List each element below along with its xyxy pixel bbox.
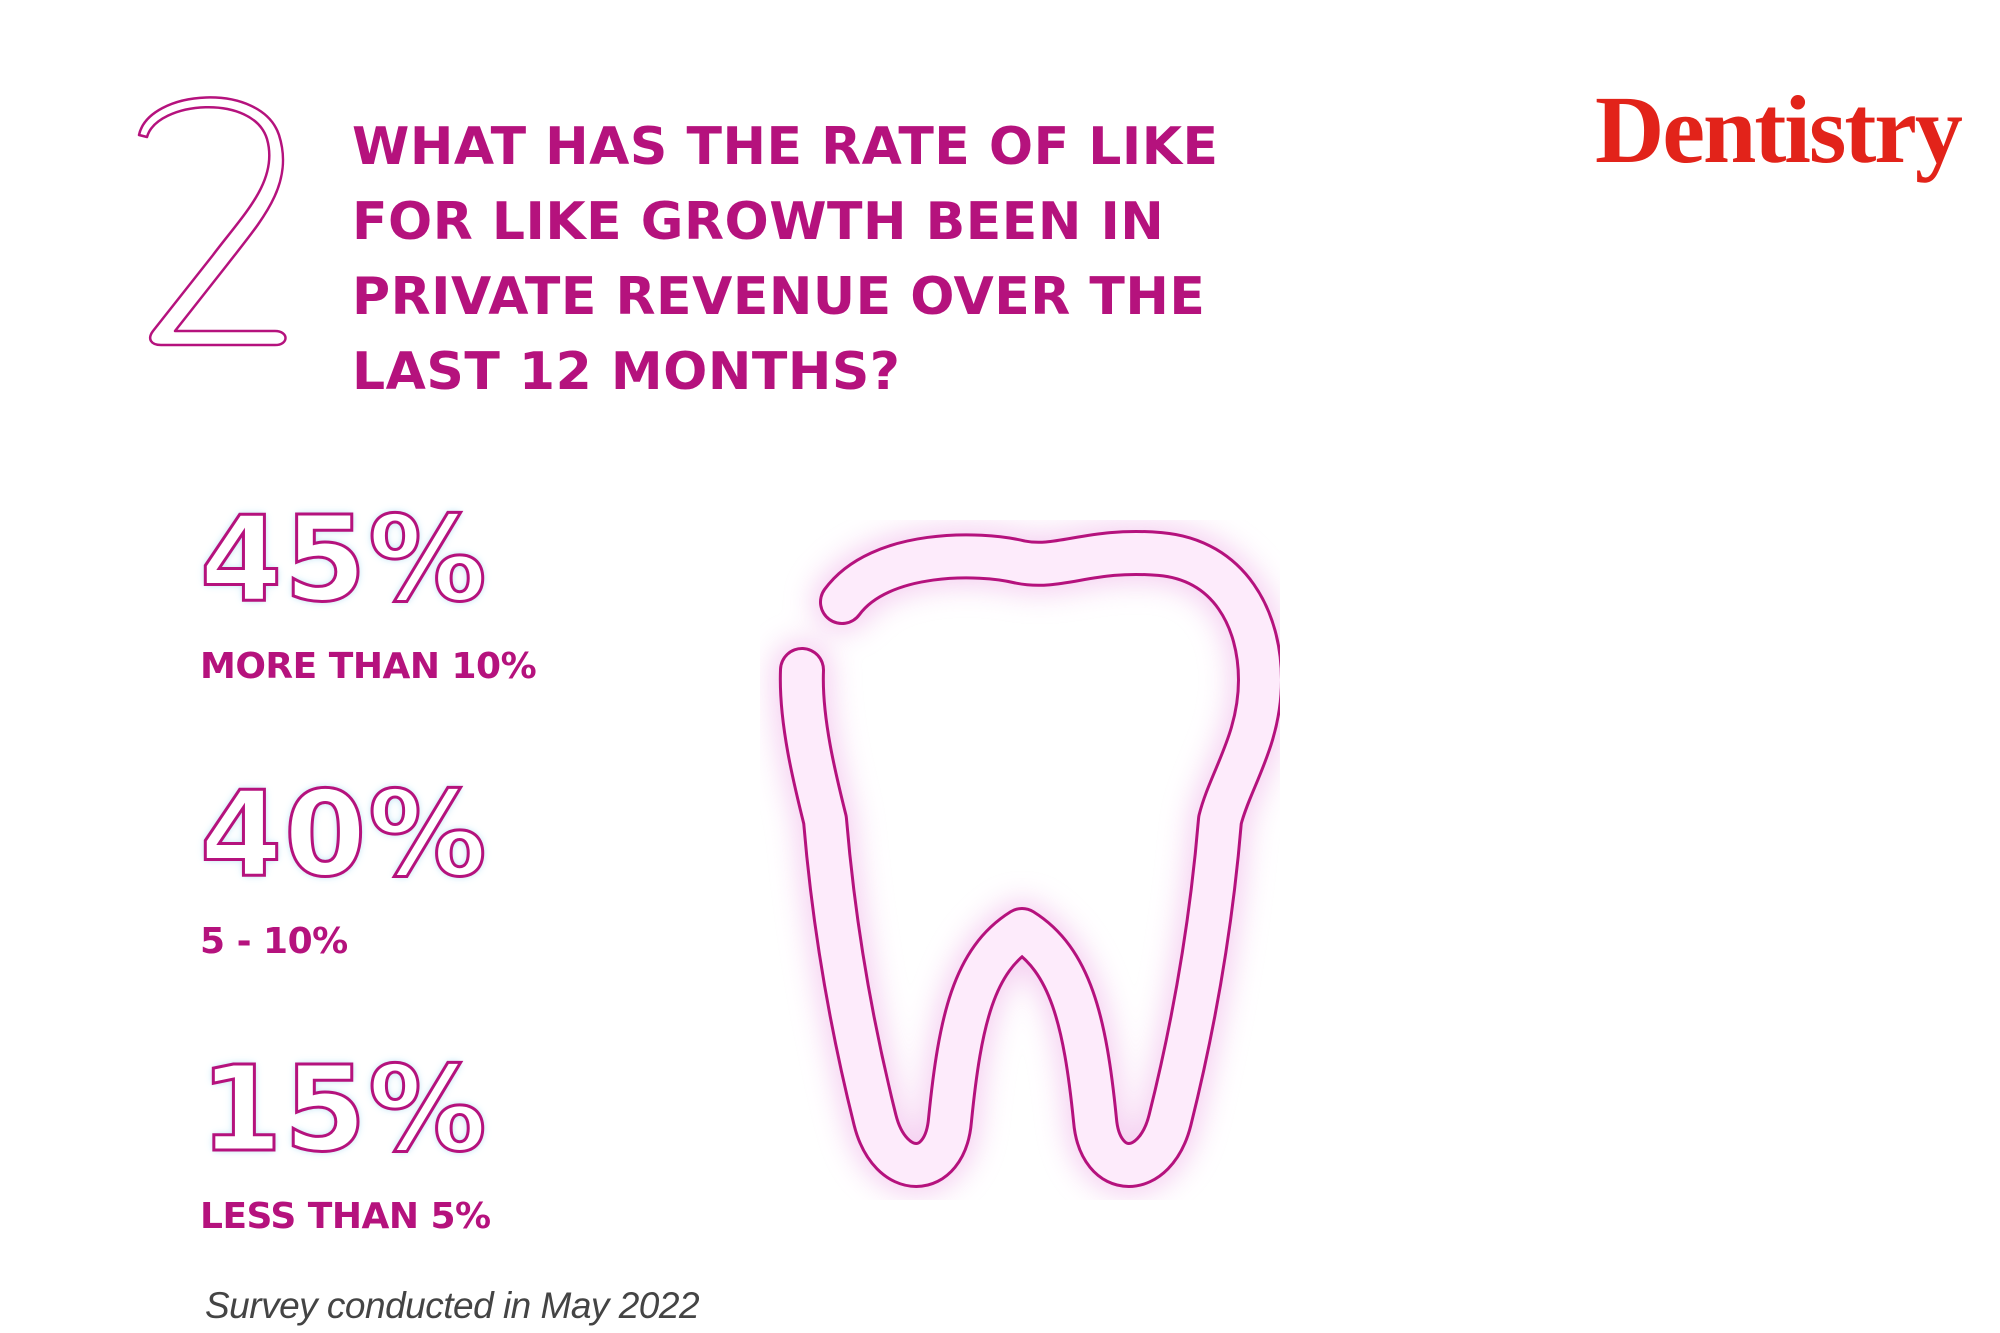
stat-label: MORE THAN 10%: [200, 646, 537, 687]
question-title: WHAT HAS THE RATE OF LIKE FOR LIKE GROWT…: [352, 110, 1252, 410]
question-line: PRIVATE REVENUE OVER THE: [352, 267, 1206, 327]
question-number: 2: [137, 96, 287, 347]
question-line: FOR LIKE GROWTH BEEN IN: [352, 192, 1165, 252]
survey-footnote: Survey conducted in May 2022: [205, 1285, 700, 1326]
stat-block: 40% 5 - 10%: [199, 765, 760, 963]
question-line: LAST 12 MONTHS?: [352, 342, 901, 402]
stat-percentage: 15%: [199, 1040, 489, 1178]
stat-block: 15% LESS THAN 5%: [199, 1040, 760, 1238]
tooth-icon: [771, 523, 1280, 1195]
stat-percentage: 40%: [199, 765, 489, 903]
stat-block: 45% MORE THAN 10%: [199, 490, 760, 688]
stat-label: 5 - 10%: [200, 921, 348, 962]
question-line: WHAT HAS THE RATE OF LIKE: [352, 117, 1219, 177]
dentistry-logo: Dentistry: [1595, 76, 1963, 183]
stat-label: LESS THAN 5%: [200, 1196, 491, 1237]
stat-percentage: 45%: [199, 490, 489, 628]
